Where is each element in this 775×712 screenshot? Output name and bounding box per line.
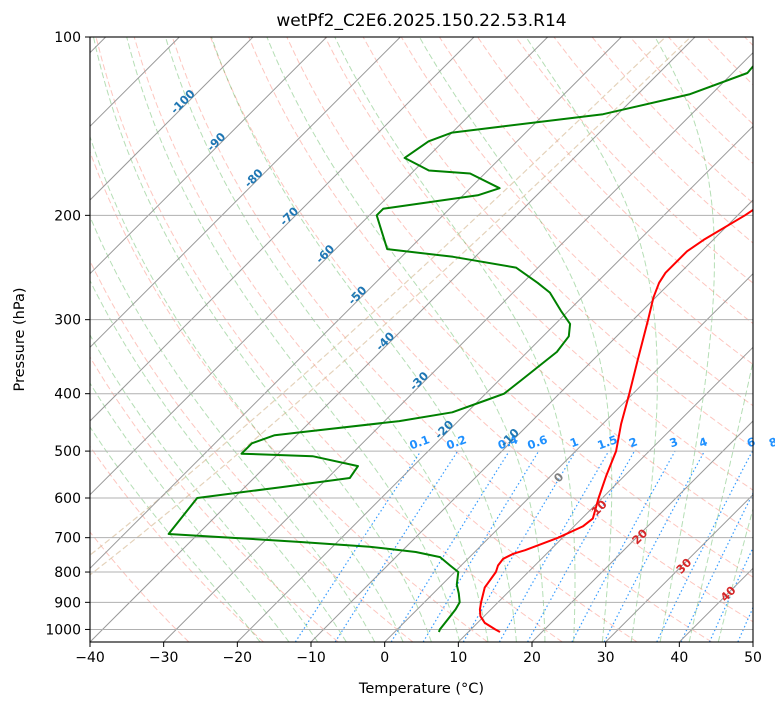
inline-labels: 0.10.20.40.611.52346810131620253036-100-… xyxy=(168,87,775,605)
y-axis-label: Pressure (hPa) xyxy=(12,287,28,391)
moist-adiabat xyxy=(655,37,715,642)
mixing-ratio-line xyxy=(709,451,775,642)
isotherm xyxy=(606,37,775,642)
mixing-ratio-line xyxy=(572,451,675,642)
mixing-ratio-label: 2 xyxy=(627,434,639,450)
mixing-ratio-line xyxy=(738,451,775,642)
mixing-ratio-line xyxy=(528,451,635,642)
isotherm xyxy=(679,37,775,642)
x-axis: −40 −30 −20 −10 0 10 20 30 40 50 xyxy=(75,642,762,666)
y-tick-label: 400 xyxy=(54,387,81,403)
theta-e-label: 0 xyxy=(551,470,567,486)
isotherm xyxy=(164,37,769,642)
y-tick-label: 800 xyxy=(54,565,81,581)
theta-e-label: 20 xyxy=(629,526,650,547)
x-tick-label: 30 xyxy=(597,650,615,666)
mixing-ratio-line xyxy=(762,451,775,642)
isotherm xyxy=(0,37,400,642)
isotherm xyxy=(16,37,621,642)
y-tick-label: 1000 xyxy=(45,622,81,638)
moist-adiabat xyxy=(718,37,775,642)
dry-adiabat xyxy=(745,37,775,642)
y-axis: 100 200 300 400 500 600 700 800 900 1000 xyxy=(45,30,90,638)
isotherm xyxy=(0,37,327,642)
reference-curve xyxy=(2,37,691,642)
x-tick-label: −10 xyxy=(296,650,326,666)
moist-adiabat xyxy=(0,37,318,642)
dry-adiabat xyxy=(0,37,338,642)
isotherm xyxy=(753,37,775,642)
dry-adiabat xyxy=(707,37,775,642)
moist-adiabat xyxy=(0,37,260,642)
mixing-ratio-label: 0.1 xyxy=(408,432,432,452)
x-tick-label: 10 xyxy=(449,650,467,666)
isotherm-label: -90 xyxy=(204,130,229,155)
y-tick-label: 700 xyxy=(54,531,81,547)
y-tick-label: 900 xyxy=(54,595,81,611)
y-tick-label: 300 xyxy=(54,313,81,329)
moist-adiabat xyxy=(166,37,489,642)
x-tick-label: −20 xyxy=(223,650,253,666)
moist-adiabat xyxy=(39,37,375,642)
isotherm-label: -80 xyxy=(241,166,266,191)
dry-adiabat xyxy=(0,37,264,642)
dry-adiabat xyxy=(668,37,775,642)
moist-adiabat xyxy=(65,37,404,642)
x-tick-label: −40 xyxy=(75,650,105,666)
mixing-ratio-label: 8 xyxy=(767,434,775,450)
mixing-ratio-line xyxy=(604,451,704,642)
moist-adiabat xyxy=(212,37,517,642)
isotherm xyxy=(458,37,775,642)
y-tick-label: 500 xyxy=(54,444,81,460)
y-tick-label: 100 xyxy=(54,30,81,46)
isotherm-label: -100 xyxy=(168,87,198,117)
isotherm xyxy=(532,37,775,642)
mixing-ratio-label: 4 xyxy=(697,434,709,450)
x-tick-label: −30 xyxy=(149,650,179,666)
dry-adiabat xyxy=(20,37,413,642)
dry-adiabat xyxy=(58,37,488,642)
moist-adiabat xyxy=(689,37,775,642)
mixing-ratio-label: 0.6 xyxy=(525,432,549,452)
x-tick-label: 40 xyxy=(670,650,688,666)
mixing-ratio-label: 1 xyxy=(568,434,580,450)
dry-adiabat xyxy=(592,37,775,642)
isotherm-label: -60 xyxy=(313,242,338,267)
isotherm-label: -30 xyxy=(407,369,432,394)
y-tick-label: 600 xyxy=(54,491,81,507)
theta-e-label: 10 xyxy=(589,497,610,518)
isotherm xyxy=(237,37,775,642)
theta-e-label: 30 xyxy=(673,555,694,576)
x-tick-label: 20 xyxy=(523,650,541,666)
x-tick-label: 0 xyxy=(380,650,389,666)
x-axis-label: Temperature (°C) xyxy=(358,681,484,697)
x-tick-label: 50 xyxy=(744,650,762,666)
chart-title: wetPf2_C2E6.2025.150.22.53.R14 xyxy=(276,11,566,31)
y-tick-label: 200 xyxy=(54,208,81,224)
mixing-ratio-label: 6 xyxy=(745,434,757,450)
